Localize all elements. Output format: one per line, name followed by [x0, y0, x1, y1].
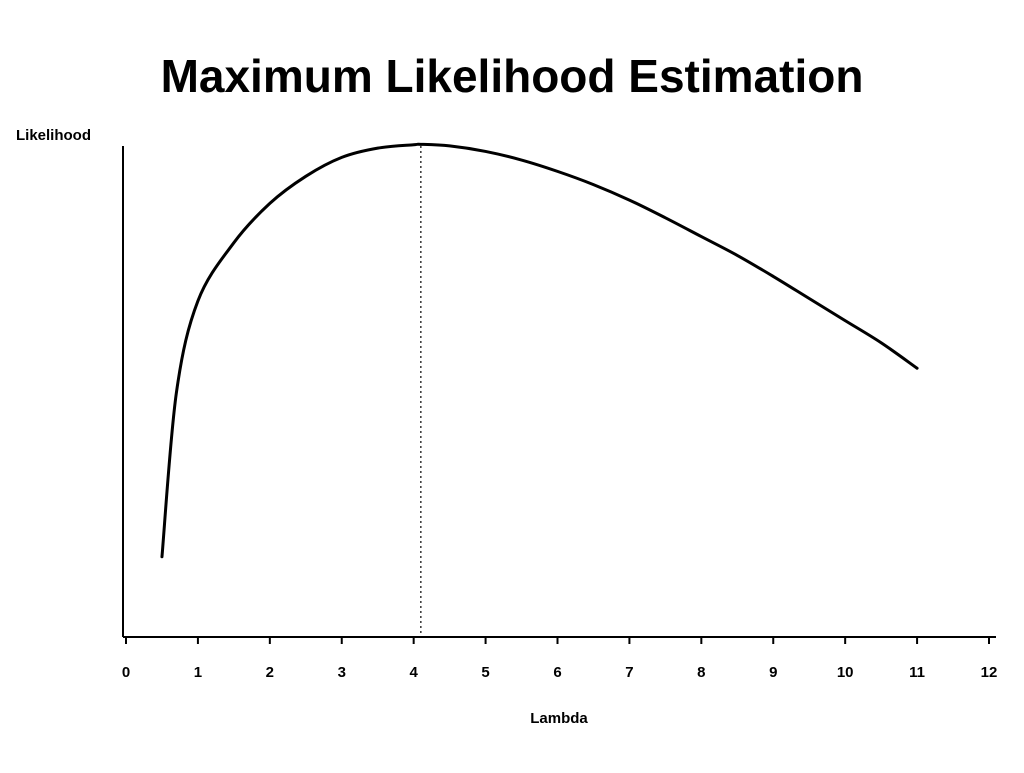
x-axis-label: Lambda	[530, 710, 588, 727]
x-tick-label: 7	[625, 664, 633, 681]
likelihood-curve	[160, 142, 919, 559]
x-tick-label: 0	[122, 664, 130, 681]
x-tick-label: 10	[837, 664, 854, 681]
chart-title: Maximum Likelihood Estimation	[160, 50, 864, 102]
x-tick-label: 8	[697, 664, 705, 681]
y-axis-label: Likelihood	[16, 127, 91, 144]
series-layer	[160, 142, 919, 559]
x-tick-label: 4	[409, 664, 418, 681]
x-tick-label: 1	[194, 664, 202, 681]
x-tick-label: 5	[481, 664, 489, 681]
x-tick-label: 3	[338, 664, 346, 681]
x-tick-label: 9	[769, 664, 777, 681]
x-tick-label: 12	[981, 664, 998, 681]
axes	[122, 146, 996, 638]
x-axis-ticks: 0 1 2 3 4 5 6 7 8 9 10 11 12	[122, 637, 998, 681]
x-tick-label: 2	[266, 664, 274, 681]
x-tick-label: 11	[909, 664, 925, 681]
x-tick-label: 6	[553, 664, 561, 681]
